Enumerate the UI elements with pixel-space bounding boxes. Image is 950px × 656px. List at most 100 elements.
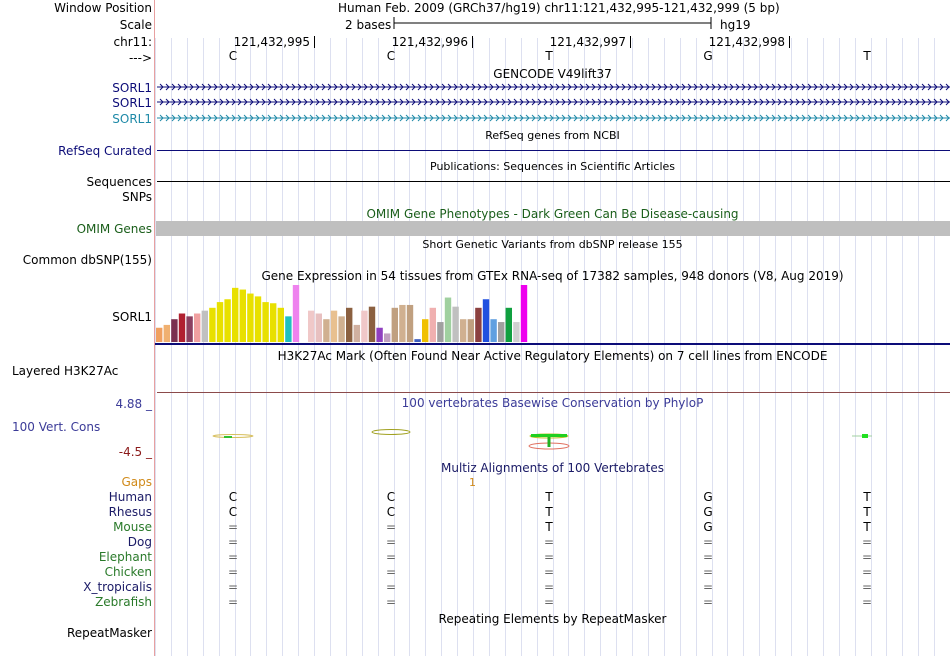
- alignment-base: =: [702, 595, 714, 609]
- gtex-tissue-bar: [308, 310, 315, 342]
- gtex-tissue-bar: [254, 296, 262, 342]
- gtex-tissue-bar: [338, 316, 345, 342]
- refseq-gene-line[interactable]: [157, 150, 950, 151]
- assembly-position-text: Human Feb. 2009 (GRCh37/hg19) chr11:121,…: [338, 1, 780, 15]
- reference-base: G: [703, 49, 713, 63]
- gtex-tissue-bar: [520, 285, 528, 342]
- species-label[interactable]: Dog: [127, 535, 152, 549]
- gtex-tissue-bar: [156, 327, 163, 342]
- gencode-gene-models[interactable]: [0, 0, 950, 130]
- repeatmasker-title[interactable]: Repeating Elements by RepeatMasker: [438, 612, 667, 626]
- phylop-signal: [212, 429, 872, 450]
- alignment-base: =: [861, 595, 873, 609]
- coord-tick: [630, 36, 631, 48]
- coord-tick: [789, 36, 790, 48]
- gtex-tissue-bar: [300, 307, 307, 342]
- gtex-tissue-bar: [163, 324, 170, 342]
- alignment-base: =: [861, 580, 873, 594]
- h3k27ac-label[interactable]: Layered H3K27Ac: [12, 364, 119, 378]
- omim-feature-bar[interactable]: [156, 221, 950, 236]
- alignment-base: =: [385, 565, 397, 579]
- strand-label: --->: [128, 51, 152, 65]
- species-label[interactable]: X_tropicalis: [83, 580, 152, 594]
- alignment-base: G: [703, 490, 713, 504]
- species-label[interactable]: Human: [108, 490, 152, 504]
- gaps-label[interactable]: Gaps: [121, 475, 152, 489]
- alignment-base: T: [863, 490, 871, 504]
- alignment-base: =: [227, 535, 239, 549]
- alignment-base: G: [703, 520, 713, 534]
- species-label[interactable]: Chicken: [104, 565, 152, 579]
- coord-label: 121,432,997: [549, 35, 626, 49]
- alignment-base: =: [861, 535, 873, 549]
- refseq-label[interactable]: RefSeq Curated: [58, 144, 152, 158]
- gtex-tissue-bar: [209, 307, 216, 342]
- gencode-gene-1-label[interactable]: SORL1: [112, 81, 152, 95]
- gtex-tissue-bar: [437, 322, 444, 342]
- refseq-title[interactable]: RefSeq genes from NCBI: [485, 129, 620, 142]
- gtex-tissue-bar: [292, 285, 300, 342]
- pubs-title[interactable]: Publications: Sequences in Scientific Ar…: [430, 160, 675, 173]
- alignment-base: T: [863, 505, 871, 519]
- gtex-tissue-bar: [414, 339, 421, 342]
- gtex-gene-label[interactable]: SORL1: [112, 310, 152, 324]
- alignment-base: =: [227, 550, 239, 564]
- gtex-tissue-bar: [429, 307, 436, 342]
- omim-title[interactable]: OMIM Gene Phenotypes - Dark Green Can Be…: [366, 207, 739, 221]
- gencode-gene-3-label[interactable]: SORL1: [112, 112, 152, 126]
- multiz-title[interactable]: Multiz Alignments of 100 Vertebrates: [440, 461, 665, 475]
- alignment-base: =: [861, 565, 873, 579]
- coord-label: 121,432,995: [233, 35, 310, 49]
- alignment-base: C: [228, 490, 238, 504]
- alignment-base: =: [543, 595, 555, 609]
- species-label[interactable]: Mouse: [113, 520, 152, 534]
- gtex-tissue-bar: [391, 307, 398, 342]
- dbsnp-title[interactable]: Short Genetic Variants from dbSNP releas…: [422, 238, 683, 251]
- phylop-ymin: -4.5 _: [118, 445, 152, 459]
- gencode-gene-2-label[interactable]: SORL1: [112, 96, 152, 110]
- gtex-bar-chart[interactable]: [155, 284, 950, 346]
- scale-label: Scale: [119, 18, 152, 32]
- gtex-tissue-bar: [239, 289, 246, 342]
- gtex-tissue-bar: [178, 313, 186, 342]
- omim-label[interactable]: OMIM Genes: [76, 222, 152, 236]
- alignment-base: T: [545, 490, 553, 504]
- species-label[interactable]: Zebrafish: [95, 595, 152, 609]
- phylop-title[interactable]: 100 vertebrates Basewise Conservation by…: [401, 396, 704, 410]
- alignment-base: =: [385, 550, 397, 564]
- species-label[interactable]: Elephant: [98, 550, 152, 564]
- gtex-tissue-bar: [513, 322, 520, 342]
- chrom-label: chr11:: [113, 35, 152, 49]
- coord-tick: [472, 36, 473, 48]
- gtex-tissue-bar: [498, 322, 505, 342]
- gtex-tissue-bar: [330, 310, 338, 342]
- gtex-tissue-bar: [399, 304, 406, 342]
- gtex-tissue-bar: [361, 310, 368, 342]
- gtex-title[interactable]: Gene Expression in 54 tissues from GTEx …: [261, 269, 844, 283]
- species-label[interactable]: Rhesus: [108, 505, 152, 519]
- alignment-base: =: [702, 580, 714, 594]
- alignment-base: =: [385, 580, 397, 594]
- pubs-line[interactable]: [157, 181, 950, 182]
- alignment-base: =: [227, 520, 239, 534]
- gap-count: 1: [469, 476, 476, 489]
- gtex-tissue-bar: [216, 302, 224, 342]
- alignment-base: =: [385, 595, 397, 609]
- repeatmasker-label[interactable]: RepeatMasker: [66, 626, 152, 640]
- alignment-base: C: [386, 490, 396, 504]
- gtex-tissue-bar: [315, 313, 322, 342]
- gtex-tissue-bar: [346, 307, 353, 342]
- gtex-tissue-bar: [353, 324, 360, 342]
- h3k27ac-title[interactable]: H3K27Ac Mark (Often Found Near Active Re…: [277, 349, 828, 363]
- alignment-base: =: [702, 535, 714, 549]
- gtex-tissue-bar: [232, 287, 239, 342]
- pubs-label[interactable]: Sequences: [86, 175, 152, 189]
- reference-base: C: [386, 49, 396, 63]
- gtex-tissue-bar: [323, 319, 330, 342]
- phylop-ymax: 4.88 _: [115, 397, 152, 411]
- dbsnp-label[interactable]: Common dbSNP(155): [22, 253, 152, 267]
- phylop-label[interactable]: 100 Vert. Cons: [12, 420, 101, 434]
- snps-label[interactable]: SNPs: [122, 190, 152, 204]
- gtex-tissue-bar: [247, 293, 254, 342]
- gencode-title[interactable]: GENCODE V49lift37: [493, 67, 612, 81]
